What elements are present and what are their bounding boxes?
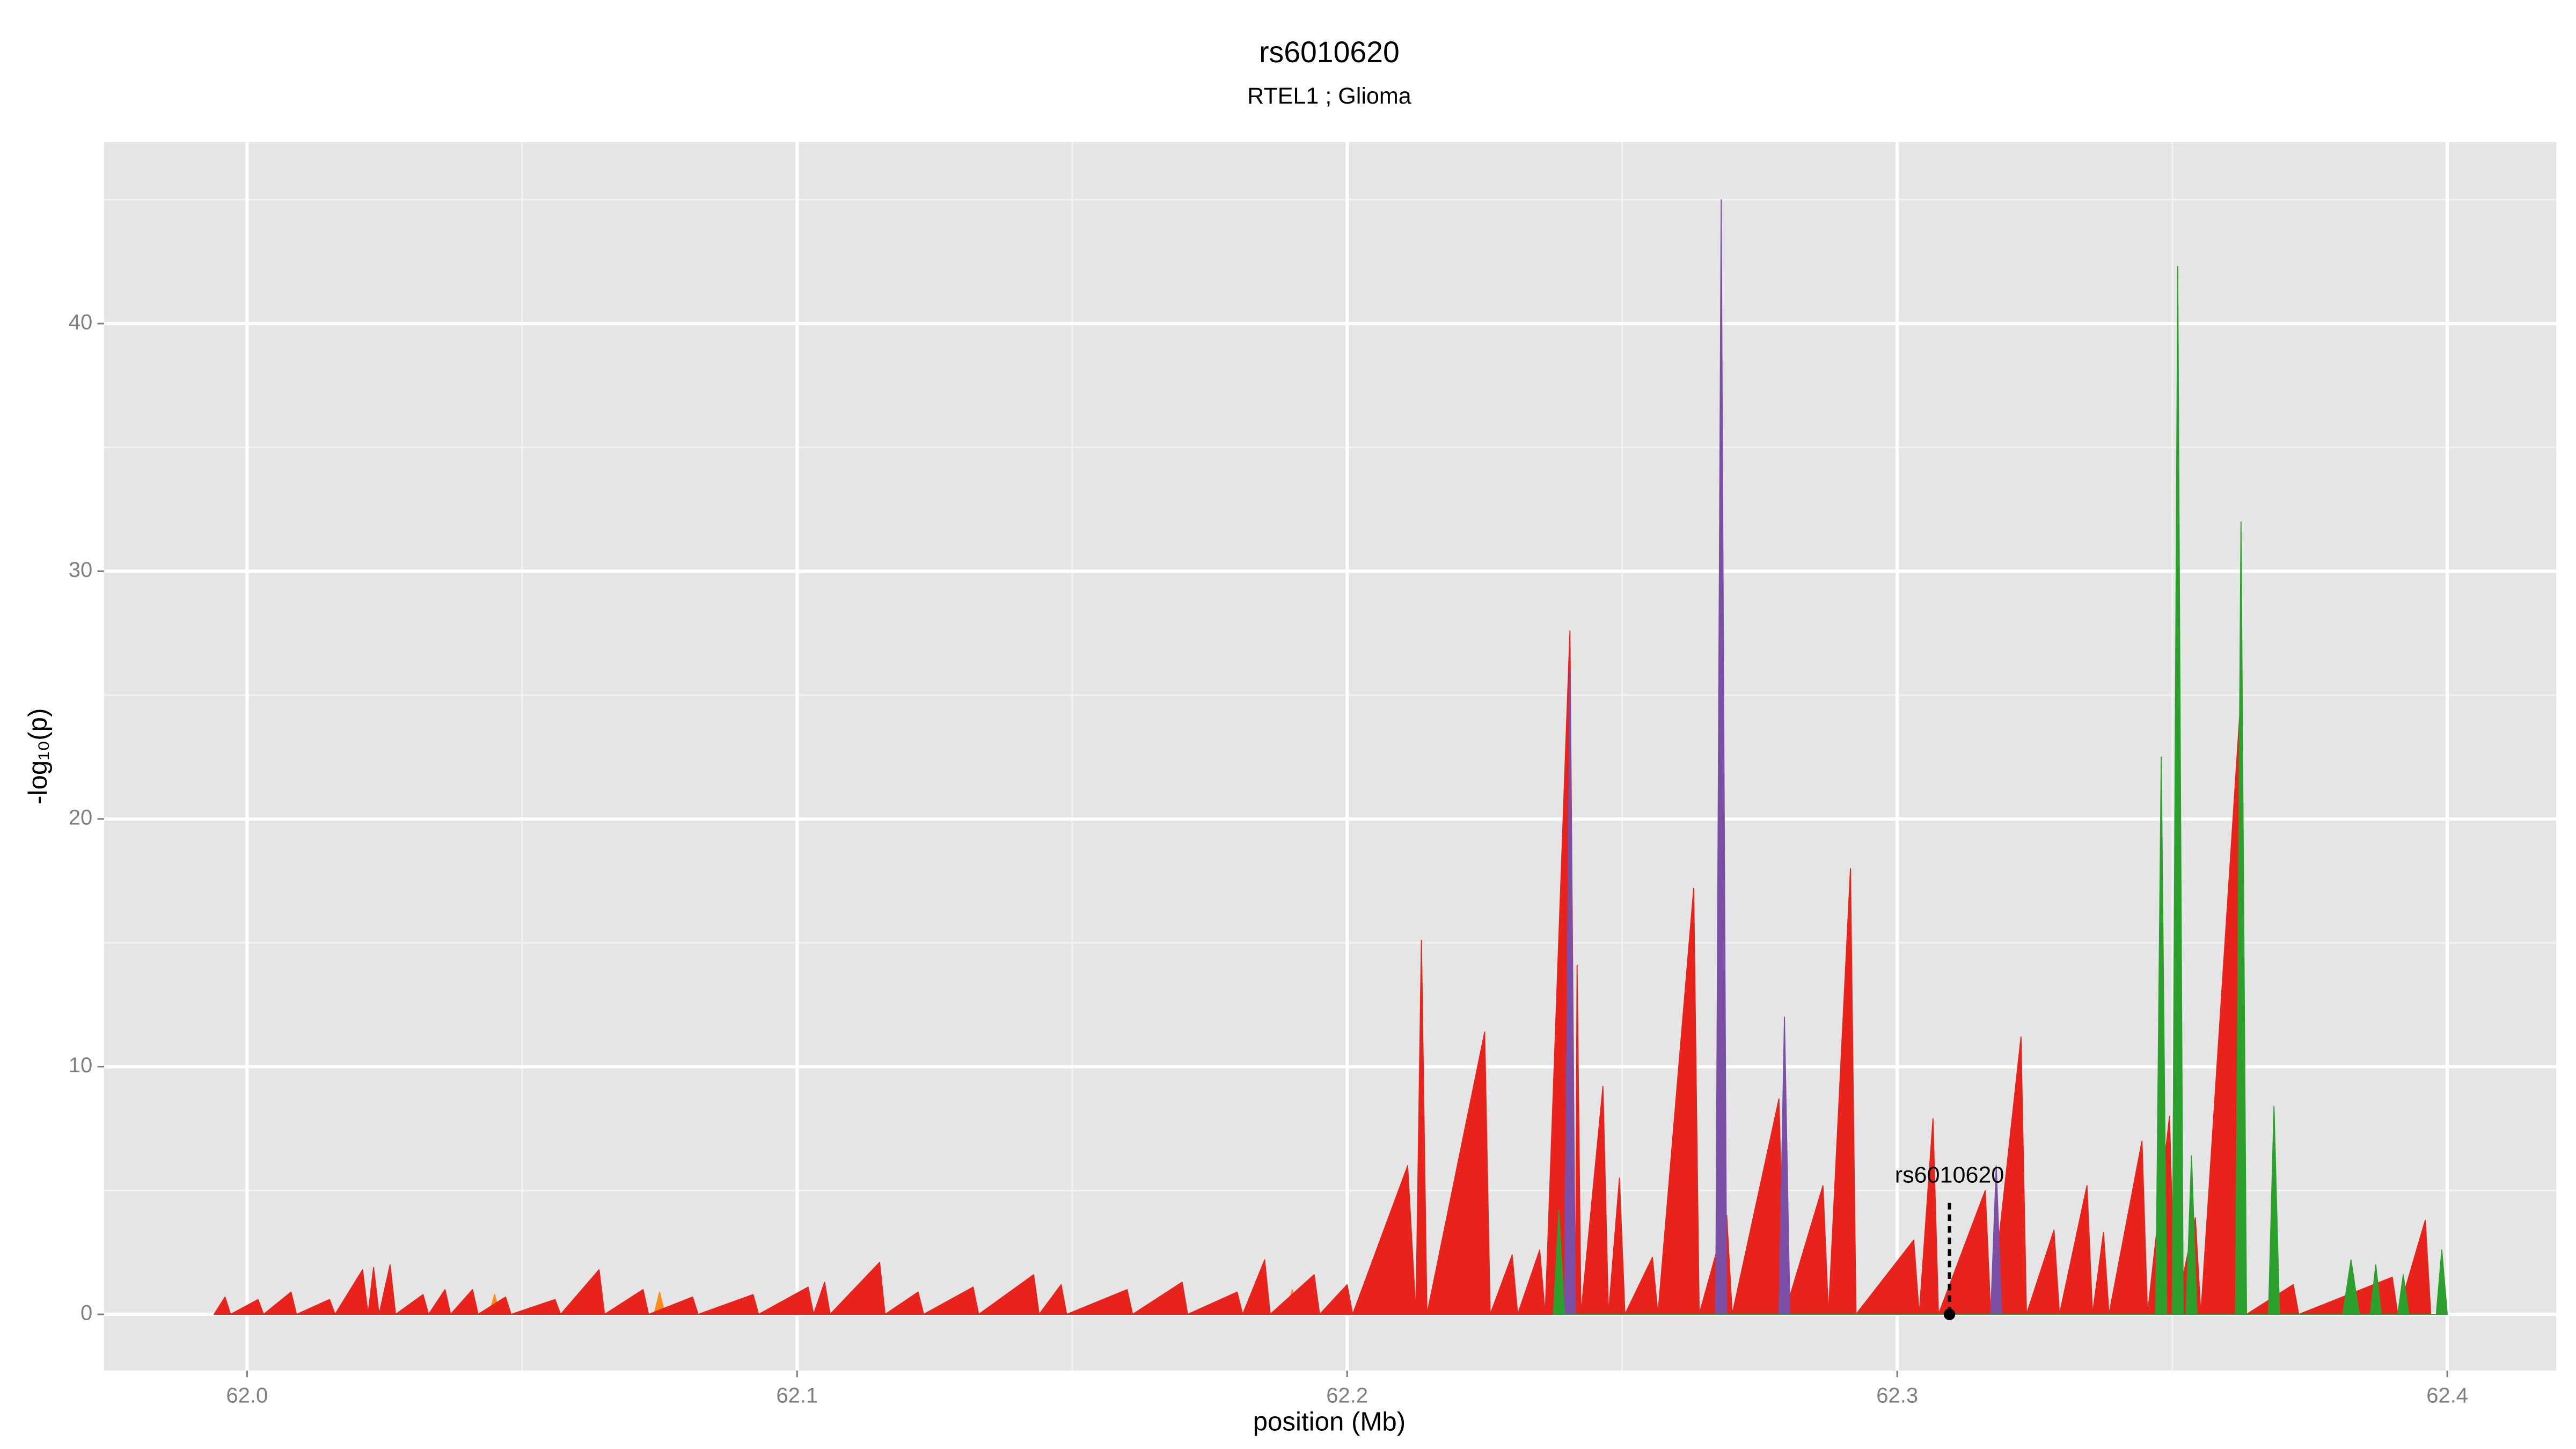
y-tick-label: 30: [69, 558, 93, 582]
x-tick-label: 62.4: [2426, 1384, 2468, 1408]
area-series: [213, 630, 2448, 1315]
annotation-point: [1943, 1308, 1956, 1320]
x-tick-label: 62.0: [226, 1384, 268, 1408]
x-tick-label: 62.1: [776, 1384, 818, 1408]
y-axis-label: -log₁₀(p): [23, 708, 53, 804]
y-tick-label: 10: [69, 1053, 93, 1077]
chart-subtitle: RTEL1 ; Glioma: [1247, 83, 1411, 109]
x-tick-label: 62.3: [1876, 1384, 1918, 1408]
y-tick-label: 40: [69, 310, 93, 334]
y-tick-label: 0: [80, 1301, 92, 1325]
plot-background: [104, 142, 2557, 1371]
x-tick-label: 62.2: [1326, 1384, 1368, 1408]
y-tick-label: 20: [69, 806, 93, 830]
x-axis-label: position (Mb): [1253, 1407, 1406, 1436]
annotation-label: rs6010620: [1895, 1162, 2004, 1188]
area-series: [1553, 266, 2448, 1315]
chart-title: rs6010620: [1259, 35, 1400, 69]
series-group: [213, 199, 2448, 1315]
